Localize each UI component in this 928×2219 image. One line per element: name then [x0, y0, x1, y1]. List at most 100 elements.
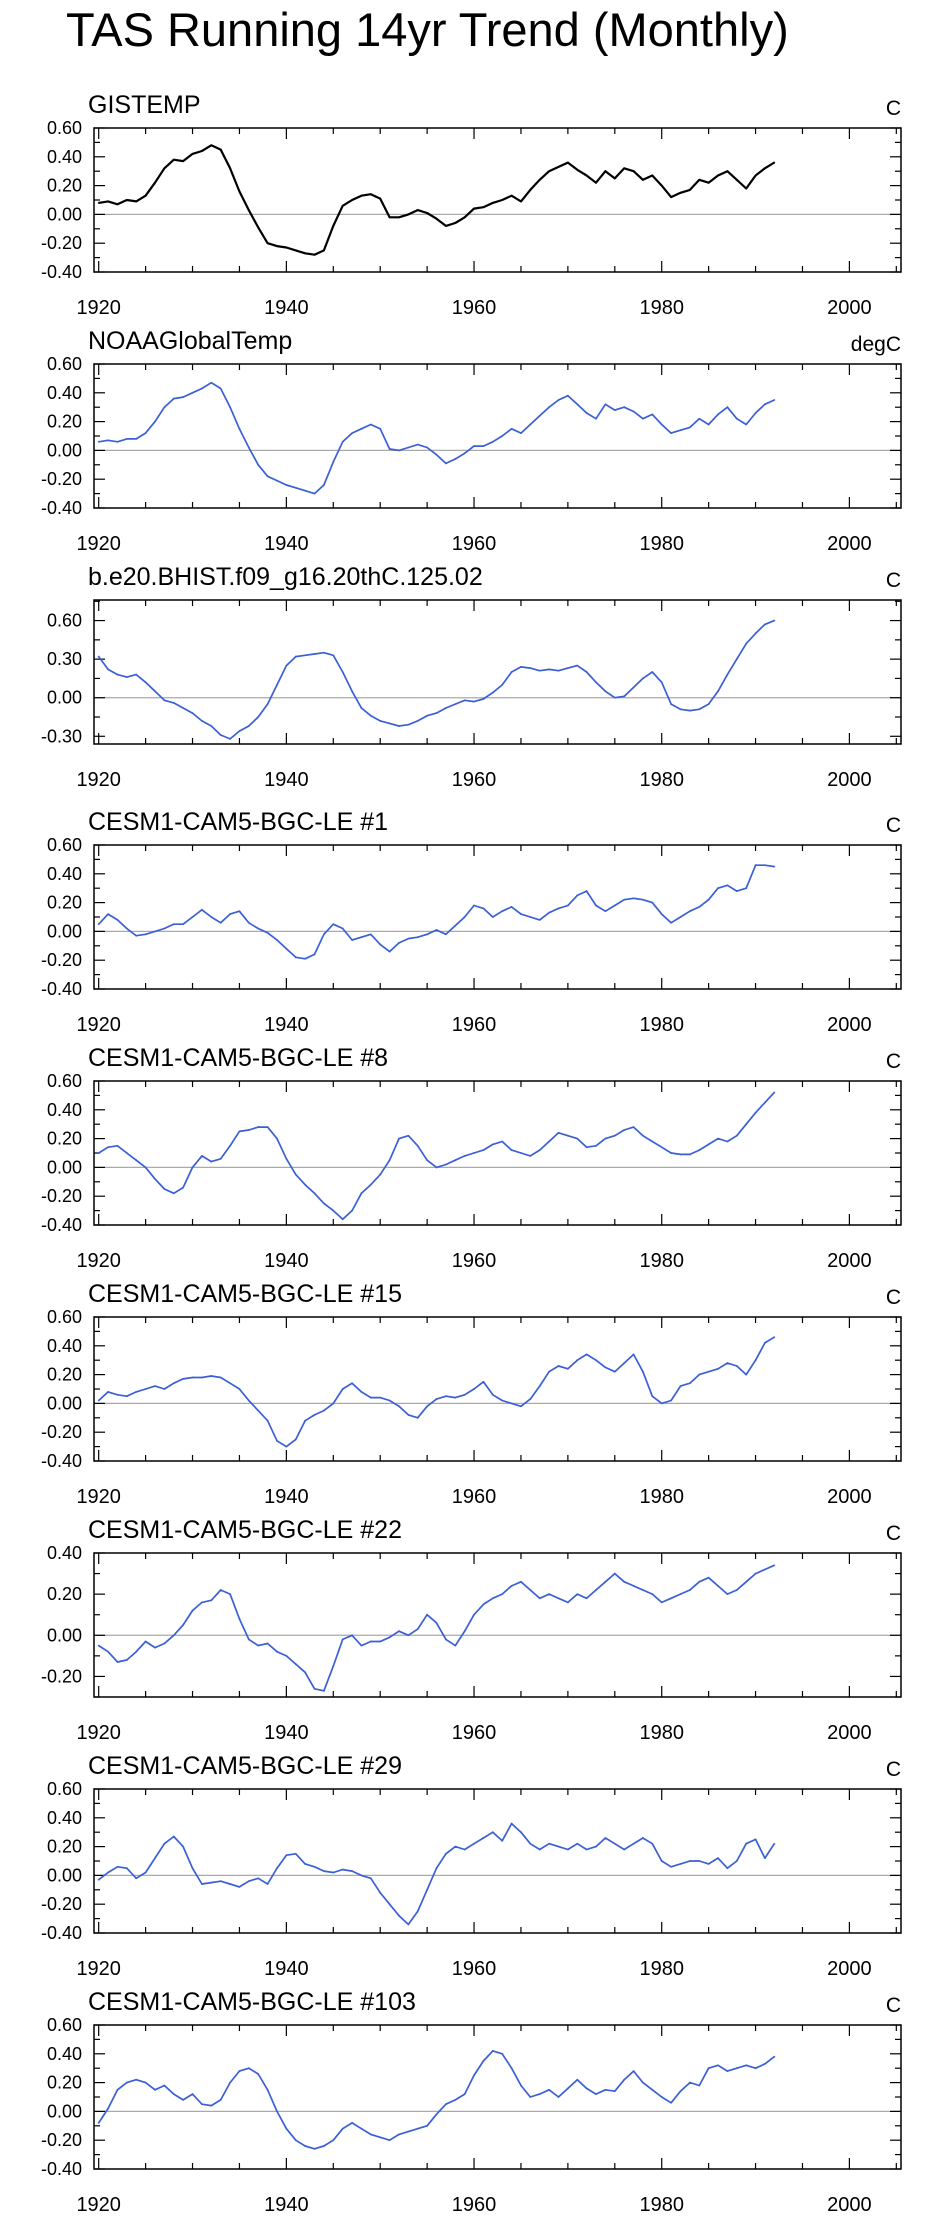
data-point — [116, 203, 119, 206]
data-point — [125, 2081, 128, 2084]
data-point — [754, 412, 757, 414]
data-point — [323, 651, 325, 654]
data-point — [473, 1613, 475, 1616]
data-point — [726, 170, 729, 173]
data-point — [491, 1393, 494, 1396]
data-point — [135, 437, 138, 440]
data-point — [613, 2090, 616, 2093]
y-tick-label: -0.20 — [41, 233, 82, 253]
panel-title: GISTEMP — [88, 91, 201, 119]
data-point — [548, 1842, 551, 1845]
data-point — [585, 1848, 588, 1851]
panel-title: CESM1-CAM5-BGC-LE #22 — [88, 1516, 402, 1544]
data-point — [679, 708, 682, 711]
data-point — [369, 1877, 372, 1880]
data-point — [304, 489, 307, 492]
data-point — [538, 1848, 541, 1851]
data-point — [698, 1860, 701, 1862]
data-point — [745, 1373, 748, 1376]
data-point — [426, 1613, 429, 1616]
data-point — [623, 1129, 626, 1131]
data-point — [435, 1867, 438, 1870]
y-tick-label: 0.60 — [47, 354, 82, 374]
data-point — [473, 904, 475, 907]
data-point — [154, 181, 156, 184]
data-point — [444, 225, 447, 227]
data-point — [623, 898, 626, 901]
data-point — [435, 2113, 438, 2116]
data-point — [482, 907, 485, 910]
data-point — [332, 654, 335, 657]
y-tick-label: 0.20 — [47, 1584, 82, 1604]
data-point — [426, 1159, 429, 1162]
data-point — [107, 1146, 109, 1149]
data-point — [642, 1589, 644, 1591]
data-point — [294, 1173, 297, 1176]
data-point — [398, 1405, 400, 1408]
data-point — [595, 2093, 597, 2096]
data-point — [407, 1134, 410, 1137]
data-point — [491, 916, 494, 918]
data-point — [585, 1146, 588, 1149]
data-point — [538, 178, 541, 181]
data-point — [688, 910, 691, 913]
data-point — [473, 445, 475, 447]
data-point — [426, 1405, 429, 1408]
data-point — [144, 1640, 147, 1643]
data-point — [407, 1923, 410, 1926]
data-point — [698, 906, 701, 908]
data-point — [698, 1580, 701, 1583]
x-tick-label: 1940 — [264, 297, 309, 319]
data-point — [660, 1146, 663, 1149]
data-point — [566, 1367, 569, 1370]
data-point — [604, 690, 607, 693]
x-tick-label: 1940 — [264, 1250, 309, 1272]
x-tick-label: 1920 — [76, 1958, 121, 1980]
data-point — [107, 1871, 109, 1874]
panel-units: C — [886, 569, 901, 592]
y-tick-label: 0.20 — [47, 1365, 82, 1385]
data-point — [538, 1385, 541, 1388]
data-point — [144, 194, 147, 197]
data-point — [332, 923, 335, 926]
data-point — [745, 1123, 748, 1126]
x-tick-label: 1920 — [76, 1014, 121, 1036]
data-point — [135, 1390, 138, 1393]
data-point — [107, 2107, 109, 2110]
data-point — [426, 1888, 429, 1891]
data-point — [351, 690, 353, 693]
data-point — [191, 712, 194, 715]
data-point — [285, 1157, 288, 1160]
data-point — [285, 947, 288, 950]
data-point — [548, 406, 551, 409]
x-tick-label: 1920 — [76, 1722, 121, 1744]
data-point — [407, 2130, 410, 2133]
data-point — [679, 191, 682, 194]
data-point — [238, 427, 241, 430]
data-point — [651, 901, 654, 904]
y-tick-label: -0.20 — [41, 1186, 82, 1206]
data-point — [463, 1630, 466, 1633]
data-point — [332, 461, 335, 463]
data-point — [379, 1173, 382, 1176]
data-point — [735, 1134, 738, 1137]
data-point — [764, 623, 766, 626]
data-point — [154, 1857, 156, 1860]
data-point — [266, 242, 269, 245]
data-point — [735, 1589, 738, 1591]
data-point — [144, 1388, 147, 1390]
y-tick-label: -0.40 — [41, 498, 82, 518]
data-point — [670, 432, 672, 435]
x-tick-label: 1960 — [452, 769, 497, 791]
data-point — [97, 2122, 100, 2124]
data-point — [529, 1589, 532, 1591]
x-tick-label: 1960 — [452, 1958, 497, 1980]
data-point — [707, 703, 710, 706]
data-point — [444, 1395, 447, 1398]
data-point — [426, 2124, 429, 2127]
data-point — [191, 2093, 194, 2096]
data-point — [304, 1671, 307, 1674]
data-point — [125, 437, 128, 440]
data-point — [210, 2104, 213, 2107]
data-point — [566, 394, 569, 397]
